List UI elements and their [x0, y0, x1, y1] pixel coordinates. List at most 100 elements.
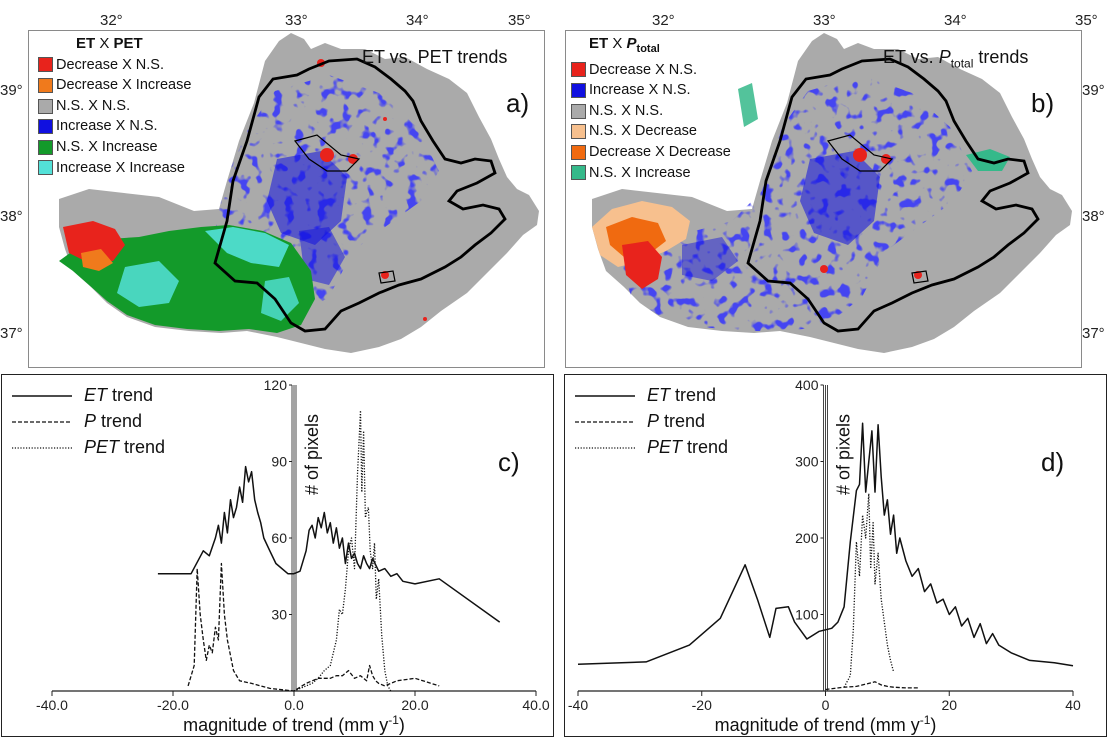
- legend-line-sample: [575, 420, 635, 423]
- legend-label: N.S. X Decrease: [589, 123, 697, 140]
- lake-outline: [826, 134, 894, 172]
- legend-line-sample: [12, 446, 72, 449]
- legend-item: ET trend: [575, 385, 716, 406]
- legend-text: trend: [682, 437, 729, 457]
- panel-letter: b): [1031, 88, 1055, 118]
- legend-label: N.S. X N.S.: [56, 97, 131, 114]
- legend-label: Decrease X Decrease: [589, 143, 731, 160]
- legend-item: N.S. X Decrease: [571, 121, 731, 142]
- legend-swatch: [571, 165, 586, 181]
- red-patch: [63, 221, 125, 263]
- map-frame: [565, 30, 1082, 368]
- map-a-svg: [59, 33, 539, 353]
- chart-c-svg: -40.0 -20.0 0.0 20.0 40.0 30 60 90 120 # of pixel…: [36, 377, 550, 735]
- x-tick-label: 40: [1065, 697, 1081, 713]
- legend-swatch: [38, 98, 53, 114]
- lat-label: 38°: [0, 208, 23, 225]
- x-tick-label: 20.0: [401, 697, 428, 713]
- legend-item: Decrease X Increase: [38, 75, 191, 96]
- legend-text: trend: [659, 411, 706, 431]
- legend-item: N.S. X N.S.: [571, 101, 731, 122]
- legend-swatch: [38, 77, 53, 93]
- red-patch: [820, 265, 828, 273]
- x-axis-label: magnitude of trend (mm y-1): [715, 713, 937, 735]
- lon-label: 35°: [1075, 12, 1098, 29]
- panel-letter: a): [506, 88, 530, 118]
- x-tick-label: -20: [692, 697, 712, 713]
- y-tick-label: 30: [271, 607, 287, 623]
- series-line-solid: [157, 465, 501, 623]
- red-patch: [622, 241, 662, 289]
- legend-item: P trend: [12, 411, 142, 432]
- cyan-region: [205, 227, 289, 267]
- lon-label: 32°: [652, 12, 675, 29]
- x-axis-label-sup: -1: [920, 713, 931, 727]
- legend-text: trend: [119, 437, 166, 457]
- legend-label: Increase X Increase: [56, 159, 185, 176]
- legend-item: Decrease X N.S.: [38, 55, 191, 76]
- y-tick-label: 120: [264, 377, 288, 393]
- x-tick-label: -40: [568, 697, 588, 713]
- y-axis-label: # of pixels: [302, 414, 322, 495]
- cyan-region: [261, 277, 299, 321]
- series-line-dotted: [293, 409, 392, 692]
- y-tick-label: 200: [795, 530, 819, 546]
- x-axis-label-end: ): [399, 715, 405, 735]
- lon-label: 33°: [813, 12, 836, 29]
- y-tick-label: 90: [271, 454, 287, 470]
- teal-region: [738, 83, 758, 127]
- legend-swatch: [571, 82, 586, 98]
- lon-label: 33°: [285, 12, 308, 29]
- legend-item: N.S. X Increase: [571, 163, 731, 184]
- red-patch: [423, 317, 427, 321]
- legend-line-sample: [575, 446, 635, 449]
- lake-outline: [293, 134, 361, 172]
- orange-patch: [81, 249, 113, 271]
- lat-label: 38°: [1082, 208, 1105, 225]
- legend-text: trend: [670, 385, 717, 405]
- legend-label: Decrease X N.S.: [589, 61, 697, 78]
- sub-basin-outline: [213, 57, 507, 333]
- blue-core: [267, 151, 347, 245]
- x-tick-label: 40.0: [522, 697, 549, 713]
- map-title: ET vs. PET trends: [362, 47, 508, 67]
- legend-title: ET X PET: [76, 35, 143, 52]
- legend-item: PET trend: [12, 437, 165, 458]
- lon-label: 34°: [944, 12, 967, 29]
- legend-symbol: PET: [84, 437, 120, 457]
- legend-label: Decrease X Increase: [56, 77, 192, 94]
- legend-item: ET trend: [12, 385, 153, 406]
- series-line-dashed: [825, 681, 919, 691]
- x-axis-label-text: magnitude of trend (mm y: [715, 715, 920, 735]
- legend-swatch: [38, 139, 53, 155]
- blue-core: [682, 237, 738, 281]
- legend-item: N.S. X N.S.: [38, 96, 191, 117]
- lake-outline: [911, 270, 929, 284]
- x-axis-label-text: magnitude of trend (mm y: [183, 715, 388, 735]
- y-axis-label: # of pixels: [834, 414, 854, 495]
- legend-symbol: ET: [84, 385, 108, 405]
- legend-item: P trend: [575, 411, 705, 432]
- legend-label: Increase X N.S.: [589, 82, 691, 99]
- legend-line-sample: [12, 394, 72, 397]
- legend-swatch: [38, 57, 53, 73]
- lake-outline: [378, 270, 396, 284]
- x-tick-label: 20: [941, 697, 957, 713]
- legend-label: Increase X N.S.: [56, 118, 158, 135]
- chart-panel-c: -40.0 -20.0 0.0 20.0 40.0 30 60 90 120 # of pixel…: [1, 374, 554, 737]
- series-line-solid: [577, 422, 1074, 667]
- x-tick-label: -20.0: [157, 697, 189, 713]
- teal-region: [966, 149, 1010, 171]
- lat-label: 39°: [1082, 82, 1105, 99]
- legend-label: N.S. X Increase: [56, 138, 158, 155]
- legend-swatch: [571, 144, 586, 160]
- red-patch: [383, 117, 387, 121]
- lon-label: 35°: [508, 12, 531, 29]
- legend-item: PET trend: [575, 437, 728, 458]
- x-tick-label: 0: [822, 697, 830, 713]
- y-tick-label: 400: [795, 377, 819, 393]
- map-b-svg: [592, 33, 1072, 353]
- series-line-dotted: [843, 492, 895, 688]
- blue-speckle: [622, 75, 972, 331]
- legend-item: Increase X N.S.: [38, 116, 191, 137]
